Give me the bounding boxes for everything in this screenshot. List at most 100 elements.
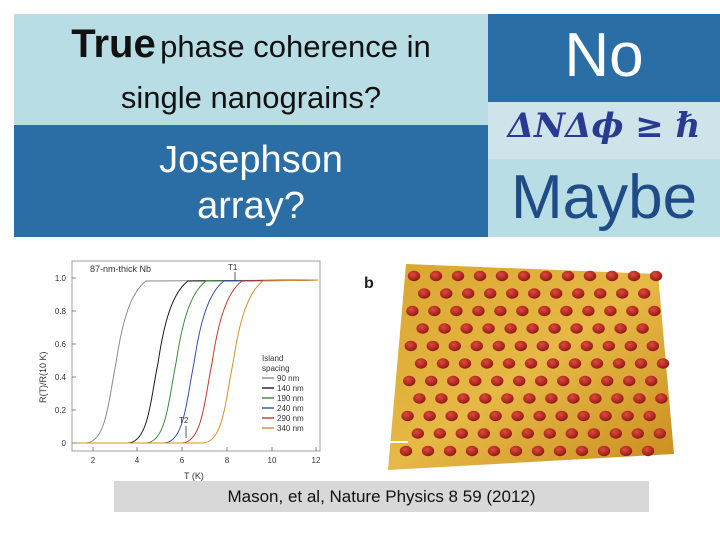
afm-island (482, 323, 495, 334)
afm-island (448, 340, 461, 352)
question2-line1: Josephson (159, 139, 343, 181)
citation-caption: Mason, et al, Nature Physics 8 59 (2012) (114, 481, 649, 512)
afm-island (447, 375, 460, 387)
afm-island (555, 410, 568, 422)
afm-island (504, 323, 517, 334)
afm-island (656, 358, 670, 369)
afm-island (582, 305, 595, 317)
x-tick-label: 8 (225, 456, 230, 465)
question2-line2: array? (197, 185, 305, 227)
curve-5 (76, 279, 319, 444)
afm-island (558, 340, 571, 352)
afm-island (462, 288, 475, 299)
afm-island (406, 305, 419, 317)
afm-island (624, 340, 637, 352)
afm-island (516, 305, 529, 317)
afm-island (513, 375, 526, 387)
afm-island (535, 375, 548, 387)
answer-maybe: Maybe (510, 163, 698, 232)
plot-xlabel: T (K) (184, 471, 204, 481)
afm-island (467, 410, 480, 422)
afm-island (597, 445, 611, 457)
afm-island (511, 410, 524, 422)
afm-island (604, 305, 617, 317)
afm-island (536, 340, 549, 352)
afm-island (491, 375, 504, 387)
afm-island (416, 323, 429, 334)
afm-island (399, 445, 413, 457)
y-tick-label: 0 (62, 439, 67, 448)
uncertainty-formula: ΔNΔϕ ≥ ℏ (507, 106, 701, 146)
t2-label: T2 (179, 416, 189, 425)
afm-island (645, 375, 658, 387)
answer-box-no (488, 14, 720, 102)
afm-island (631, 428, 644, 439)
afm-island (611, 393, 624, 404)
afm-island (609, 428, 622, 439)
afm-island (646, 340, 659, 352)
afm-island (451, 270, 465, 282)
afm-island (499, 428, 512, 439)
afm-island (605, 270, 619, 282)
afm-island (561, 270, 575, 282)
question1-emphasis: True (71, 22, 156, 66)
afm-island (495, 270, 509, 282)
afm-island (526, 323, 539, 334)
question2: Josephson array? (14, 137, 488, 229)
afm-island (418, 288, 431, 299)
legend-label: 90 nm (277, 374, 300, 383)
afm-island (601, 375, 614, 387)
legend-label: 290 nm (277, 414, 304, 423)
afm-island (614, 323, 627, 334)
afm-island (469, 375, 482, 387)
afm-island (590, 358, 604, 369)
afm-island (426, 340, 439, 352)
answer-no: No (564, 21, 644, 90)
legend-label: 190 nm (277, 394, 304, 403)
afm-island (445, 410, 458, 422)
afm-island (643, 410, 656, 422)
y-tick-label: 0.2 (55, 406, 67, 415)
afm-island (523, 393, 536, 404)
afm-island (413, 393, 426, 404)
curve-3 (76, 279, 319, 444)
afm-island (553, 445, 567, 457)
afm-island (473, 270, 487, 282)
plot-header: 87-nm-thick Nb (90, 264, 151, 274)
afm-island (626, 305, 639, 317)
afm-island (633, 393, 646, 404)
y-tick-label: 0.8 (55, 307, 67, 316)
afm-island (404, 340, 417, 352)
y-tick-label: 1.0 (55, 274, 67, 283)
afm-island (627, 270, 641, 282)
afm-island (565, 428, 578, 439)
afm-island (514, 340, 527, 352)
afm-island (414, 358, 428, 369)
afm-island (545, 393, 558, 404)
afm-island (568, 358, 582, 369)
afm-island (421, 445, 435, 457)
afm-island (450, 305, 463, 317)
afm-island (599, 410, 612, 422)
afm-island (653, 428, 666, 439)
question-box-bottom (14, 125, 488, 237)
afm-island (477, 428, 490, 439)
afm-island (575, 445, 589, 457)
afm-island (550, 288, 563, 299)
curve-6 (76, 279, 319, 444)
afm-island (524, 358, 538, 369)
afm-island (572, 288, 585, 299)
afm-island (579, 375, 592, 387)
afm-island (460, 323, 473, 334)
y-tick-label: 0.4 (55, 373, 67, 382)
afm-islands (399, 270, 670, 457)
afm-island (521, 428, 534, 439)
plot-ylabel: R(T)/R(10 K) (38, 351, 48, 403)
x-tick-label: 2 (91, 456, 96, 465)
legend-label: 140 nm (277, 384, 304, 393)
afm-island (560, 305, 573, 317)
x-tick-label: 6 (180, 456, 185, 465)
afm-island (423, 410, 436, 422)
afm-island (435, 393, 448, 404)
